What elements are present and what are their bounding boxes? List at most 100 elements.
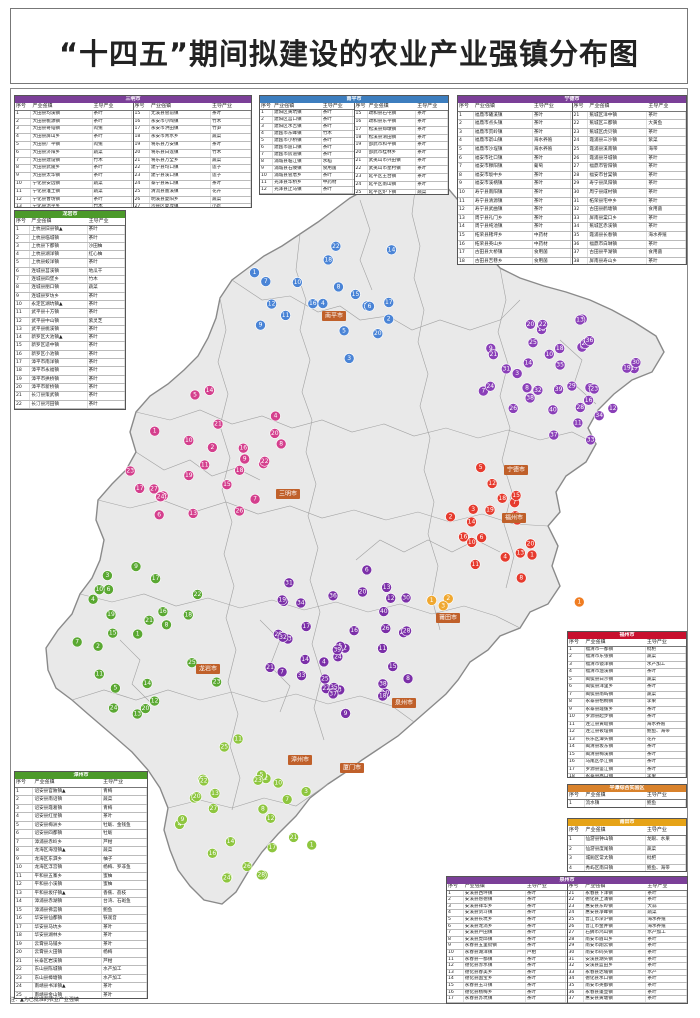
industry-name: 茶叶 — [647, 240, 686, 249]
town-marker-number: 8 — [406, 675, 410, 682]
town-marker: 26 — [241, 861, 253, 872]
table-row: 1 福清市一都镇 枇杷 — [568, 646, 686, 654]
row-number: 19 — [15, 375, 31, 383]
column-header-industry: 主导产业 — [646, 792, 667, 798]
town-marker-number: 3 — [471, 506, 475, 513]
town-marker-number: 6 — [365, 566, 369, 573]
fuzhou-table-body: 序号 产业强镇 主导产业 1 福清市一都镇 枇杷 2 福清市东张镇 蔬菜 3 福清市镜洋镇 水产加工 4… — [568, 639, 686, 777]
table-row: 24 霞浦县三沙镇 紫菜 — [572, 137, 686, 146]
row-number: 21 — [568, 890, 585, 897]
table-row: 24 泰宁县朱口镇 茶叶 — [133, 180, 251, 189]
column-header-no: 序号 — [261, 103, 272, 109]
town-name: 寿宁县武曲镇 — [474, 206, 533, 214]
town-marker-dot — [221, 872, 233, 884]
town-marker-number: 1 — [530, 552, 534, 559]
town-name: 蕉城区虎贝镇 — [588, 128, 648, 137]
row-number: 3 — [568, 661, 585, 668]
town-marker-dot — [255, 869, 267, 881]
town-name: 福安市坂中乡 — [474, 171, 533, 180]
town-name: 福鼎市磻溪镇 — [474, 111, 533, 120]
town-marker-dot — [327, 688, 339, 700]
table-row: 35 霞浦县长春镇 海水养殖 — [572, 231, 686, 241]
row-number: 3 — [15, 804, 34, 812]
row-number: 17 — [134, 126, 150, 134]
town-name: 云霄县马铺乡 — [33, 940, 103, 948]
town-marker-dot — [377, 690, 389, 702]
town-marker-number: 26 — [243, 863, 251, 870]
industry-name: 蔬菜 — [211, 196, 251, 204]
column-header-town: 产业强镇 — [150, 103, 171, 109]
town-name: 南靖县金山镇 — [33, 991, 103, 998]
town-marker-dot — [272, 777, 284, 789]
town-marker-dot — [593, 410, 605, 422]
town-marker-dot — [496, 492, 508, 504]
town-marker: 37 — [327, 688, 339, 700]
town-marker-number: 11 — [234, 736, 242, 743]
town-marker: 31 — [283, 577, 295, 589]
row-number: 20 — [355, 150, 368, 158]
row-number: 25 — [573, 145, 589, 154]
table-row: 11 永春县一都镇 茶叶 — [447, 956, 567, 964]
industry-name: 茶叶 — [88, 292, 125, 300]
town-name: 周宁县纯池镇 — [474, 223, 533, 231]
row-number: 5 — [568, 676, 585, 683]
town-name: 福鼎市白琳镇 — [588, 240, 648, 249]
column-header-town: 产业强镇 — [589, 103, 610, 109]
industry-name: 大蒜 — [646, 903, 687, 910]
row-number: 21 — [573, 111, 589, 120]
town-name: 永定区湖坑镇▲ — [30, 300, 88, 309]
town-marker-number: 14 — [143, 680, 151, 687]
town-marker: 1 — [526, 549, 538, 561]
table-row: 17 松溪县郑墩镇 茶叶 — [354, 126, 448, 135]
town-marker-dot — [467, 503, 479, 515]
industry-name: 水产加工 — [646, 661, 686, 668]
town-marker-dot — [401, 625, 412, 637]
table-row: 13 德化县春美乡 茶叶 — [447, 969, 567, 977]
town-name: 安溪县蓝田乡 — [584, 963, 647, 969]
putian-table: 莆田市 序号 产业强镇 主导产业 1 仙游县钟山镇 龙眼、水果 2 仙游县度尾镇 蔬菜 3 城厢区常… — [567, 818, 687, 872]
town-marker-number: 31 — [502, 365, 510, 372]
town-marker-dot — [132, 708, 143, 720]
town-marker-number: 27 — [150, 485, 158, 492]
town-marker: 2 — [383, 313, 395, 325]
town-name: 石狮市鸿山镇 — [584, 930, 647, 936]
table-row: 26 霞浦县牙城镇 茶叶 — [572, 154, 686, 164]
row-number: 35 — [568, 982, 585, 989]
town-marker-dot — [333, 281, 344, 293]
town-marker-dot — [207, 847, 218, 859]
town-name: 华安县湖林乡 — [33, 932, 103, 940]
town-marker-dot — [155, 491, 166, 503]
industry-name: 蔬菜 — [646, 676, 686, 683]
town-marker-dot — [426, 595, 438, 606]
quanzhou-column-headers: 序号 产业强镇 主导产业 — [447, 884, 567, 891]
industry-name: 杨梅 — [88, 408, 125, 409]
town-marker-dot — [327, 590, 339, 602]
column-header-town: 产业强镇 — [585, 792, 606, 798]
industry-name: 蔬菜 — [211, 157, 251, 165]
table-row: 12 光泽县止马镇 茶叶 — [260, 187, 354, 194]
town-name: 永春县蓬壶镇 — [584, 989, 647, 996]
town-marker: 4 — [270, 410, 281, 422]
town-marker: 16 — [157, 606, 169, 618]
town-marker-dot — [383, 313, 395, 325]
town-marker: 8 — [257, 803, 269, 815]
row-number: 15 — [15, 906, 34, 914]
pingtan-column-headers: 序号 产业强镇 主导产业 — [568, 792, 686, 800]
row-number: 34 — [568, 976, 585, 982]
row-number: 16 — [447, 989, 464, 996]
industry-name: 茶叶 — [646, 714, 686, 721]
row-number: 17 — [15, 359, 31, 367]
town-name: 闽侯县南屿镇 — [585, 691, 646, 698]
city-name: 福州市 — [505, 514, 523, 522]
town-marker: 10 — [543, 348, 555, 360]
town-marker-dot — [377, 678, 389, 690]
row-number: 22 — [15, 400, 31, 408]
industry-name: 茶叶 — [416, 110, 448, 118]
industry-name: 茶叶 — [533, 214, 572, 223]
industry-name: 红心柚 — [88, 251, 125, 259]
table-row: 20 邵武市桂林乡 茶叶 — [354, 150, 448, 159]
town-marker-dot — [469, 559, 481, 570]
town-marker: 31 — [500, 363, 512, 375]
town-marker-dot — [486, 478, 498, 489]
row-number: 9 — [458, 180, 474, 188]
